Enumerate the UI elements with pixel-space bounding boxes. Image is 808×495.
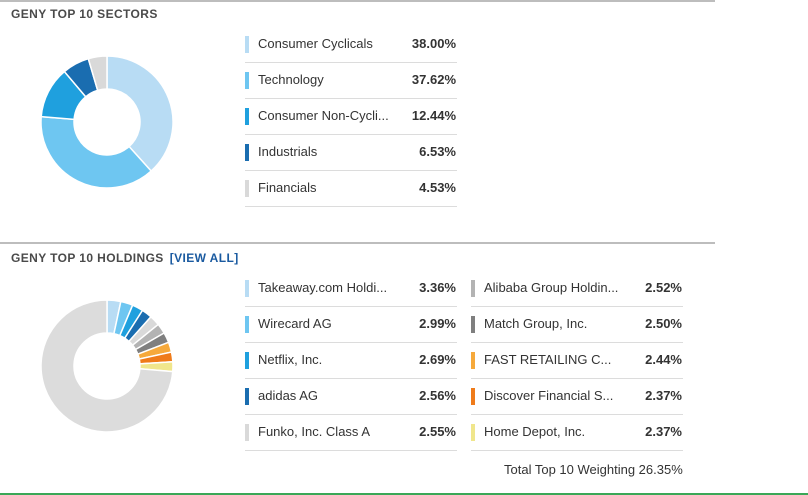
sector-weight: 6.53% xyxy=(419,144,456,159)
sectors-title: GENY TOP 10 SECTORS xyxy=(11,7,158,21)
holding-color-swatch xyxy=(245,424,249,441)
holding-name: Funko, Inc. Class A xyxy=(258,424,370,439)
section-divider xyxy=(0,242,715,244)
holding-row: Netflix, Inc. 2.69% xyxy=(245,343,457,379)
holding-row: adidas AG 2.56% xyxy=(245,379,457,415)
sector-name: Consumer Cyclicals xyxy=(258,36,373,51)
holding-weight: 2.50% xyxy=(645,316,682,331)
holding-row: Wirecard AG 2.99% xyxy=(245,307,457,343)
sector-weight: 38.00% xyxy=(411,36,456,51)
holding-weight: 3.36% xyxy=(419,280,456,295)
footer-accent-line xyxy=(0,493,808,495)
sector-color-swatch xyxy=(245,72,249,89)
sector-row: Consumer Non-Cycli... 12.44% xyxy=(245,99,457,135)
sector-row: Financials 4.53% xyxy=(245,171,457,207)
sector-name: Financials xyxy=(258,180,317,195)
holding-weight: 2.52% xyxy=(645,280,682,295)
holding-name: Alibaba Group Holdin... xyxy=(484,280,619,295)
holding-row: Takeaway.com Holdi... 3.36% xyxy=(245,271,457,307)
holding-weight: 2.37% xyxy=(645,424,682,439)
holding-color-swatch xyxy=(245,352,249,369)
sector-name: Technology xyxy=(258,72,324,87)
sector-row: Technology 37.62% xyxy=(245,63,457,99)
holding-weight: 2.56% xyxy=(419,388,456,403)
holding-color-swatch xyxy=(471,424,475,441)
sector-name: Consumer Non-Cycli... xyxy=(258,108,389,123)
holding-color-swatch xyxy=(245,280,249,297)
holding-row: Funko, Inc. Class A 2.55% xyxy=(245,415,457,451)
sector-weight: 37.62% xyxy=(411,72,456,87)
sector-color-swatch xyxy=(245,108,249,125)
sector-name: Industrials xyxy=(258,144,318,159)
holding-weight: 2.44% xyxy=(645,352,682,367)
holding-name: Discover Financial S... xyxy=(484,388,614,403)
holdings-title-row: GENY TOP 10 HOLDINGS [VIEW ALL] xyxy=(11,251,239,265)
holding-row: FAST RETAILING C... 2.44% xyxy=(471,343,683,379)
sector-slice xyxy=(87,55,108,92)
holding-color-swatch xyxy=(471,388,475,405)
view-all-link[interactable]: [VIEW ALL] xyxy=(169,251,239,265)
holding-color-swatch xyxy=(245,388,249,405)
holdings-donut-chart xyxy=(40,299,174,433)
total-weighting: Total Top 10 Weighting 26.35% xyxy=(504,462,683,477)
holding-row: Match Group, Inc. 2.50% xyxy=(471,307,683,343)
holdings-table-left: Takeaway.com Holdi... 3.36% Wirecard AG … xyxy=(245,271,457,451)
holdings-title: GENY TOP 10 HOLDINGS xyxy=(11,251,164,265)
sector-color-swatch xyxy=(245,36,249,53)
sector-slice xyxy=(106,55,174,173)
holding-weight: 2.55% xyxy=(419,424,456,439)
holding-row: Discover Financial S... 2.37% xyxy=(471,379,683,415)
holding-row: Home Depot, Inc. 2.37% xyxy=(471,415,683,451)
section-divider xyxy=(0,0,715,2)
holding-name: Takeaway.com Holdi... xyxy=(258,280,388,295)
holding-name: adidas AG xyxy=(258,388,318,403)
sector-row: Consumer Cyclicals 38.00% xyxy=(245,27,457,63)
sector-weight: 4.53% xyxy=(419,180,456,195)
sectors-donut-chart xyxy=(40,55,174,189)
holding-color-swatch xyxy=(471,316,475,333)
holding-color-swatch xyxy=(471,352,475,369)
sector-slice xyxy=(40,115,153,189)
holding-name: Netflix, Inc. xyxy=(258,352,323,367)
sectors-table: Consumer Cyclicals 38.00% Technology 37.… xyxy=(245,27,457,207)
holding-color-swatch xyxy=(245,316,249,333)
sector-color-swatch xyxy=(245,144,249,161)
holdings-table-right: Alibaba Group Holdin... 2.52% Match Grou… xyxy=(471,271,683,451)
holding-name: Wirecard AG xyxy=(258,316,332,331)
holding-name: FAST RETAILING C... xyxy=(484,352,612,367)
sector-color-swatch xyxy=(245,180,249,197)
sector-weight: 12.44% xyxy=(411,108,456,123)
holding-weight: 2.69% xyxy=(419,352,456,367)
holding-name: Match Group, Inc. xyxy=(484,316,588,331)
holding-color-swatch xyxy=(471,280,475,297)
sector-row: Industrials 6.53% xyxy=(245,135,457,171)
holding-slice xyxy=(40,299,174,433)
holding-name: Home Depot, Inc. xyxy=(484,424,586,439)
holding-weight: 2.99% xyxy=(419,316,456,331)
holding-weight: 2.37% xyxy=(645,388,682,403)
holding-row: Alibaba Group Holdin... 2.52% xyxy=(471,271,683,307)
